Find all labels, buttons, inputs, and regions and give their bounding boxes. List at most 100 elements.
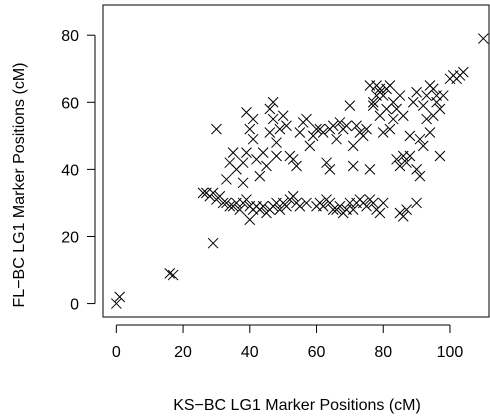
data-point — [271, 150, 282, 162]
y-tick-label: 80 — [61, 28, 79, 45]
data-point — [421, 113, 432, 125]
data-point-stroke — [197, 187, 209, 199]
data-point-stroke — [394, 90, 406, 101]
data-point-stroke — [247, 113, 259, 125]
data-point — [374, 83, 386, 95]
data-point — [244, 123, 256, 135]
data-point — [234, 204, 246, 215]
data-point-stroke — [301, 197, 312, 209]
data-point-stroke — [294, 127, 306, 138]
data-point — [377, 197, 389, 209]
data-point-stroke — [224, 200, 236, 212]
data-point-stroke — [411, 164, 422, 175]
data-point — [344, 100, 356, 111]
data-point-stroke — [394, 160, 406, 172]
data-point-stroke — [241, 194, 252, 205]
data-point — [397, 211, 409, 222]
data-point-stroke — [411, 86, 422, 98]
data-point — [327, 120, 339, 132]
data-point-stroke — [237, 177, 249, 189]
data-point-stroke — [397, 211, 409, 222]
data-point — [384, 123, 396, 135]
scatter-points — [110, 33, 489, 309]
data-point-stroke — [374, 83, 386, 95]
data-point — [327, 204, 339, 215]
data-point-stroke — [261, 160, 272, 172]
data-point — [331, 133, 342, 145]
data-point — [211, 123, 222, 135]
data-point-stroke — [244, 214, 256, 226]
data-point-stroke — [391, 153, 402, 165]
data-point-stroke — [341, 120, 352, 132]
data-point-stroke — [401, 204, 412, 215]
data-point-stroke — [457, 66, 469, 78]
data-point — [317, 200, 329, 212]
data-point — [221, 174, 232, 185]
data-point-stroke — [427, 83, 439, 95]
data-point-stroke — [264, 127, 276, 138]
data-point — [394, 160, 406, 172]
data-point — [397, 110, 409, 122]
data-point — [404, 150, 416, 162]
data-point — [287, 190, 299, 202]
data-point — [207, 187, 219, 199]
plot-frame — [102, 4, 490, 318]
x-tick-label: 100 — [437, 344, 464, 361]
data-point-stroke — [391, 103, 402, 115]
data-point — [321, 157, 332, 169]
data-point — [377, 127, 389, 138]
data-point — [254, 170, 266, 182]
data-point — [384, 80, 396, 91]
data-point-stroke — [277, 110, 289, 122]
data-point-stroke — [221, 174, 232, 185]
data-point — [334, 200, 346, 212]
data-point-stroke — [364, 164, 376, 175]
data-point — [367, 100, 379, 111]
data-point-stroke — [374, 207, 386, 219]
data-point — [434, 150, 446, 162]
data-point — [274, 204, 286, 215]
data-point-stroke — [207, 187, 219, 199]
x-tick-label: 40 — [241, 344, 259, 361]
x-tick-label: 60 — [308, 344, 326, 361]
data-point-stroke — [287, 153, 299, 165]
data-point-stroke — [421, 113, 432, 125]
data-point-stroke — [387, 113, 399, 125]
data-point-stroke — [434, 150, 446, 162]
data-point-stroke — [247, 133, 259, 145]
data-point — [371, 90, 382, 101]
data-point-stroke — [367, 100, 379, 111]
data-point-stroke — [347, 140, 359, 152]
data-point — [257, 147, 269, 158]
data-point-stroke — [267, 113, 279, 125]
data-point-stroke — [371, 90, 382, 101]
x-tick-label: 80 — [374, 344, 392, 361]
data-point — [347, 160, 359, 172]
data-point-stroke — [377, 127, 389, 138]
data-point-stroke — [291, 160, 302, 172]
data-point — [110, 298, 122, 309]
x-axis-title: KS−BC LG1 Marker Positions (cM) — [173, 397, 421, 414]
data-point-stroke — [304, 140, 316, 152]
data-point-stroke — [217, 197, 229, 209]
data-point — [264, 103, 276, 115]
data-point-stroke — [324, 164, 336, 175]
data-point — [244, 214, 256, 226]
data-point-stroke — [287, 190, 299, 202]
x-tick-label: 20 — [174, 344, 192, 361]
data-point — [401, 157, 412, 169]
data-point-stroke — [227, 147, 239, 158]
data-point-stroke — [404, 150, 416, 162]
data-point — [477, 33, 489, 44]
data-point — [367, 197, 379, 209]
data-point-stroke — [357, 130, 369, 142]
data-point-stroke — [367, 96, 379, 108]
data-point — [317, 127, 329, 138]
data-point — [361, 123, 372, 135]
data-point-stroke — [417, 140, 429, 152]
data-point — [247, 113, 259, 125]
data-point-stroke — [384, 80, 396, 91]
data-point-stroke — [237, 157, 249, 169]
data-point-stroke — [377, 197, 389, 209]
